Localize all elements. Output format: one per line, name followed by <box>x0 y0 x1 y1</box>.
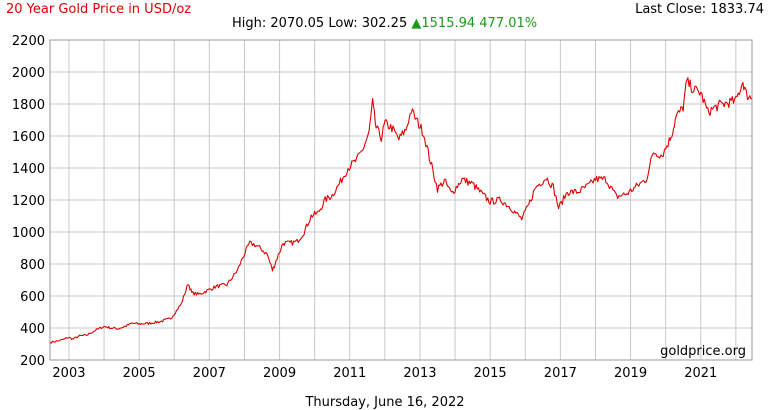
price-stats: High: 2070.05 Low: 302.25 ▲1515.94 477.0… <box>232 16 537 31</box>
y-tick-label: 200 <box>20 354 45 369</box>
y-tick-label: 600 <box>20 290 45 305</box>
y-tick-label: 2000 <box>12 66 45 81</box>
x-tick-label: 2021 <box>684 366 717 381</box>
last-close-label: Last Close: <box>635 2 707 17</box>
x-tick-label: 2015 <box>474 366 507 381</box>
change-up-icon: ▲ <box>411 16 422 31</box>
y-tick-label: 400 <box>20 322 45 337</box>
x-tick-label: 2003 <box>52 366 85 381</box>
gold-price-line <box>49 77 752 344</box>
y-axis-ticks: 200 400 600 800 1000 1200 1400 1600 1800 2000 2200 <box>12 34 45 369</box>
y-tick-label: 800 <box>20 258 45 273</box>
change-value: 1515.94 <box>421 16 476 31</box>
high-value: 2070.05 <box>270 16 325 31</box>
change-percent: 477.01% <box>479 16 538 31</box>
y-tick-label: 1600 <box>12 130 45 145</box>
high-label: High: <box>232 16 267 31</box>
low-value: 302.25 <box>361 16 408 31</box>
x-tick-label: 2009 <box>263 366 296 381</box>
x-tick-label: 2011 <box>333 366 366 381</box>
x-tick-label: 2005 <box>123 366 156 381</box>
y-tick-label: 1400 <box>12 162 45 177</box>
last-close: Last Close: 1833.74 <box>635 2 764 17</box>
y-tick-label: 1000 <box>12 226 45 241</box>
footer-date: Thursday, June 16, 2022 <box>305 395 465 410</box>
last-close-value: 1833.74 <box>710 2 764 17</box>
x-tick-label: 2013 <box>403 366 436 381</box>
y-tick-label: 1200 <box>12 194 45 209</box>
low-label: Low: <box>328 16 358 31</box>
plot-frame <box>49 39 753 361</box>
x-tick-label: 2007 <box>193 366 226 381</box>
chart-title: 20 Year Gold Price in USD/oz <box>6 2 192 17</box>
y-tick-label: 1800 <box>12 98 45 113</box>
watermark: goldprice.org <box>660 344 746 359</box>
x-tick-label: 2017 <box>544 366 577 381</box>
series-layer <box>49 77 752 344</box>
grid <box>50 39 752 361</box>
y-tick-label: 2200 <box>12 34 45 49</box>
x-tick-label: 2019 <box>614 366 647 381</box>
x-axis-ticks: 2003 2005 2007 2009 2011 2013 2015 2017 2019 2021 <box>52 366 717 381</box>
